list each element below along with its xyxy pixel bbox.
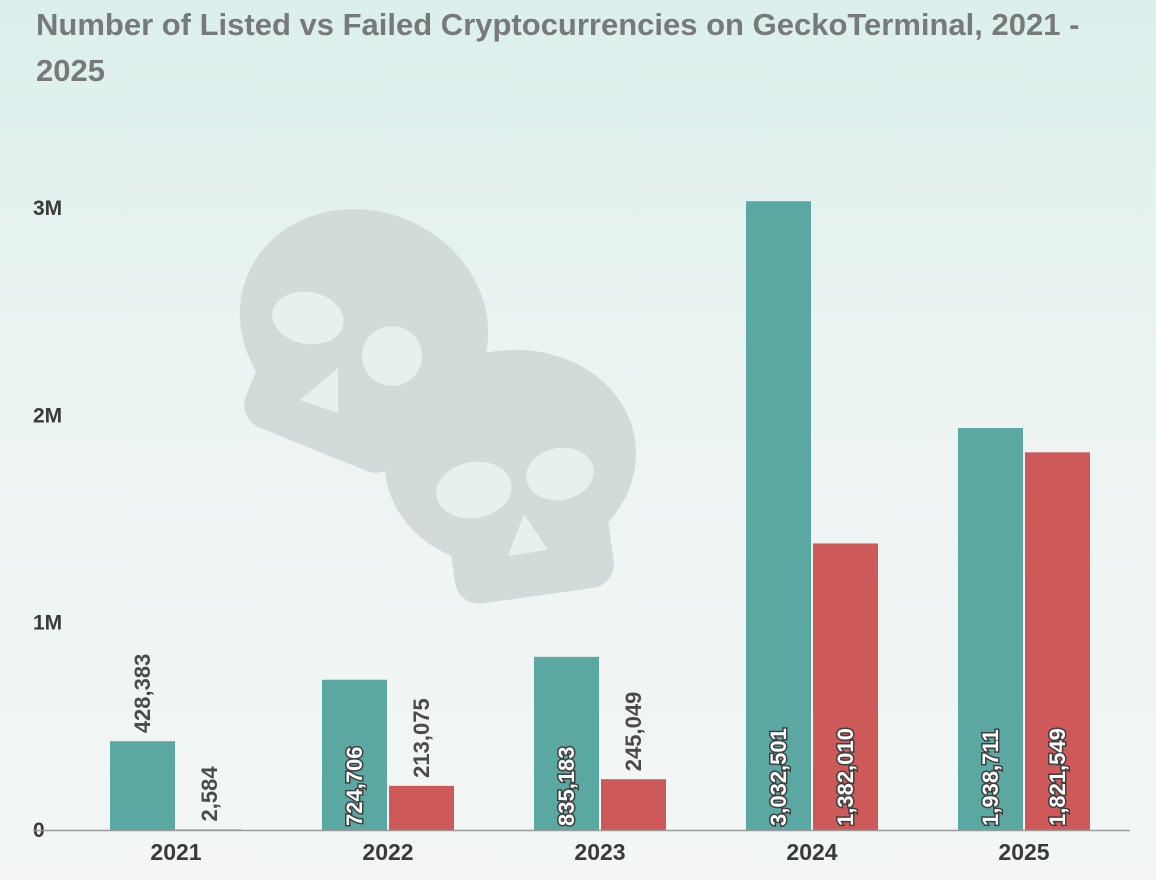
bar-failed [389,785,454,830]
bar-listed [958,428,1023,830]
bar-listed [110,741,175,830]
bar-listed [322,679,387,830]
y-tick-label: 3M [33,197,62,220]
data-label: 3,032,501 [766,728,791,826]
x-tick-label: 2024 [786,839,837,865]
data-label: 1,821,549 [1045,728,1070,826]
data-label: 1,382,010 [833,728,858,826]
data-label: 245,049 [621,692,646,772]
x-tick-label: 2022 [362,839,413,865]
y-tick-label: 1M [33,612,62,635]
bar-failed [1025,452,1090,830]
x-tick-label: 2021 [150,839,201,865]
x-tick-label: 2025 [998,839,1049,865]
x-tick-label: 2023 [574,839,625,865]
bar-failed [601,779,666,830]
chart-title: Number of Listed vs Failed Cryptocurrenc… [36,7,1080,88]
bar-listed [746,201,811,830]
skull-icon [239,209,637,604]
data-label: 2,584 [197,766,222,822]
data-label: 213,075 [409,698,434,778]
data-label: 835,183 [554,746,579,826]
bar-failed [813,543,878,830]
data-label: 428,383 [130,654,155,734]
data-label: 1,938,711 [978,729,1003,826]
y-tick-label: 2M [33,404,62,427]
bar-listed [534,656,599,830]
data-label: 724,706 [342,746,367,826]
